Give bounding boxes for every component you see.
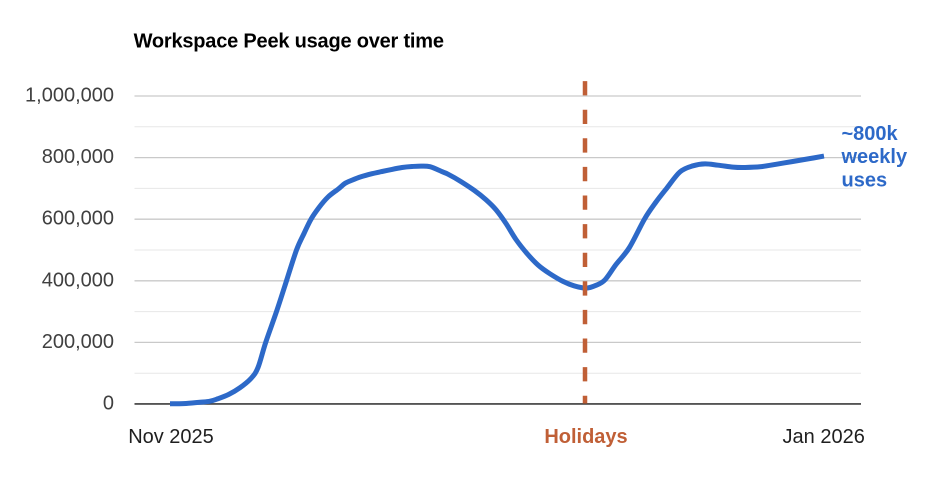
svg-text:800,000: 800,000 bbox=[42, 146, 114, 168]
svg-text:~800k: ~800k bbox=[842, 123, 899, 145]
svg-text:Nov 2025: Nov 2025 bbox=[128, 426, 214, 448]
svg-text:Holidays: Holidays bbox=[544, 426, 627, 448]
svg-text:1,000,000: 1,000,000 bbox=[25, 85, 114, 107]
svg-text:Jan 2026: Jan 2026 bbox=[783, 426, 865, 448]
svg-text:200,000: 200,000 bbox=[42, 331, 114, 353]
svg-text:400,000: 400,000 bbox=[42, 269, 114, 291]
svg-text:weekly: weekly bbox=[841, 146, 908, 168]
svg-text:uses: uses bbox=[842, 169, 888, 191]
svg-text:600,000: 600,000 bbox=[42, 208, 114, 230]
svg-text:0: 0 bbox=[103, 393, 114, 415]
svg-text:Workspace Peek usage over time: Workspace Peek usage over time bbox=[134, 31, 444, 53]
